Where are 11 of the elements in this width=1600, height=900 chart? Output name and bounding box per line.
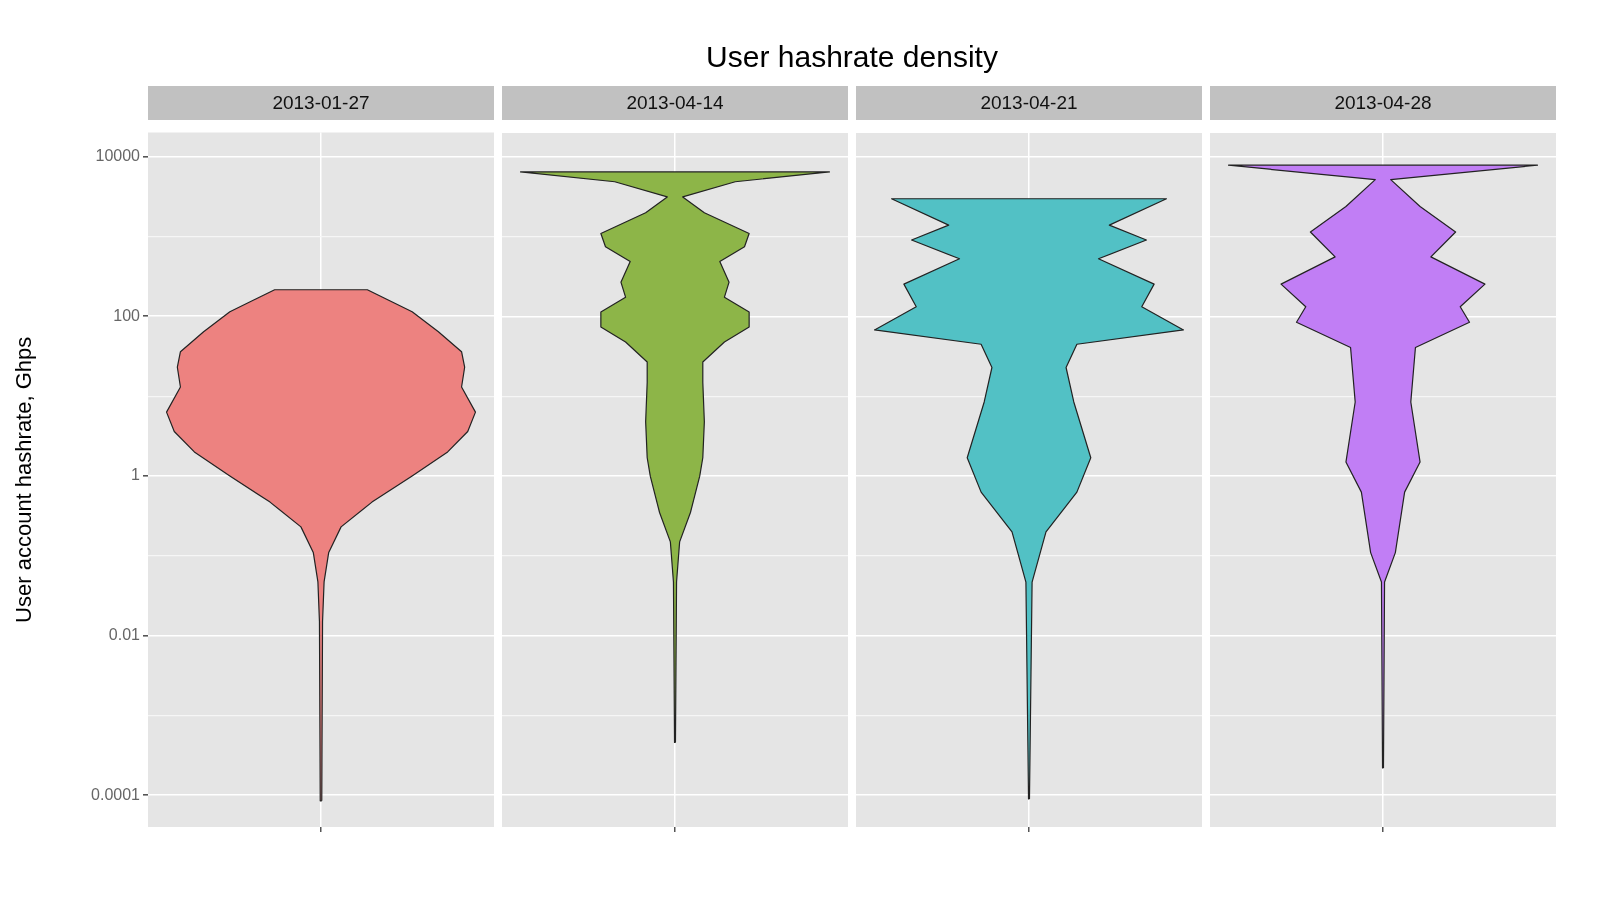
- chart-subtitle: 2013-04-21: [856, 86, 1202, 120]
- y-tick-label: 100: [113, 306, 141, 324]
- chart-subtitle: 2013-01-27: [148, 86, 494, 120]
- y-tick-label: 10000: [95, 147, 141, 165]
- chart-subtitle: 2013-04-28: [1210, 86, 1556, 120]
- y-tick-label: 0.0001: [91, 785, 141, 803]
- y-tick-label: 0.01: [108, 625, 141, 643]
- chart-subtitle: 2013-04-14: [502, 86, 848, 120]
- chart-title: User hashrate density: [705, 40, 999, 74]
- y-tick-label: 1: [131, 466, 141, 484]
- y-axis-title: User account hashrate, Ghps: [11, 336, 37, 623]
